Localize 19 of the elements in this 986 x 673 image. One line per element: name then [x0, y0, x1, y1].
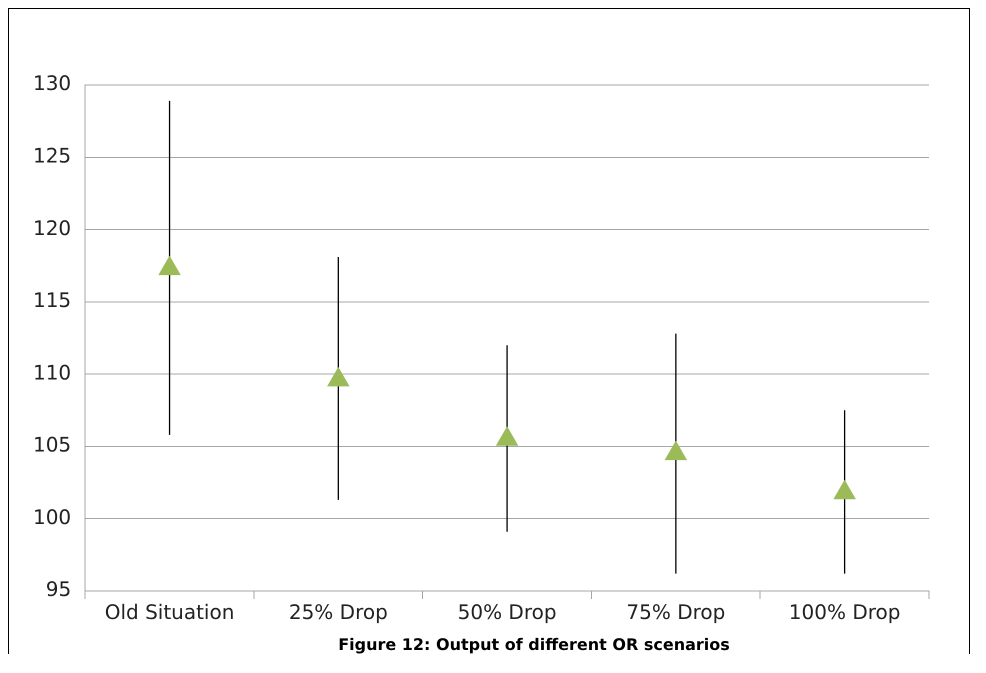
y-tick-label: 125 [32, 143, 72, 168]
point [327, 366, 350, 386]
x-tick-label: 75% Drop [626, 600, 726, 624]
x-tick-label: 100% Drop [788, 600, 900, 624]
point [496, 426, 518, 446]
x-tick-label: 50% Drop [458, 600, 557, 624]
point [664, 440, 688, 460]
x-tick-label: Old Situation [104, 600, 234, 624]
y-tick-label: 105 [32, 432, 72, 457]
point [158, 256, 181, 276]
point [833, 480, 856, 500]
y-tick-label: 100 [32, 504, 72, 529]
y-tick-label: 120 [32, 216, 72, 240]
caption: Figure 12: Output of different OR scenarios [337, 635, 731, 654]
x-tick-label: 25% Drop [288, 600, 388, 624]
y-tick-label: 115 [32, 288, 72, 312]
y-tick-label: 95 [46, 577, 72, 602]
y-tick-label: 130 [32, 71, 72, 96]
y-tick-label: 110 [32, 360, 72, 384]
